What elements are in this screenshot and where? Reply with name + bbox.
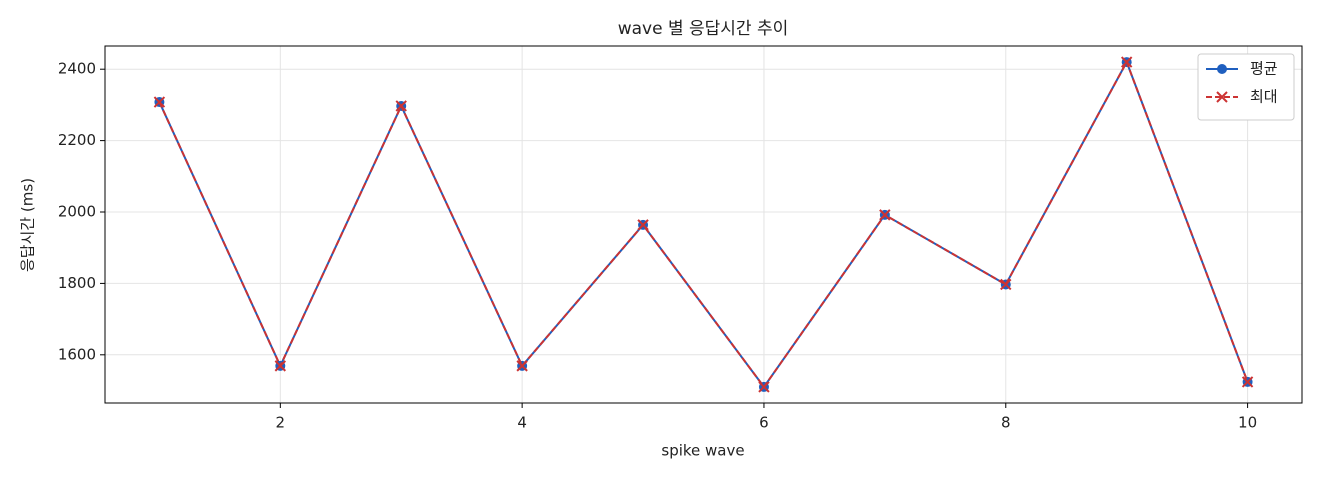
point-marker bbox=[1120, 56, 1133, 68]
plot-frame bbox=[104, 45, 1303, 404]
marker-stroke bbox=[1241, 376, 1254, 388]
marker-stroke bbox=[758, 381, 770, 393]
series-line bbox=[158, 59, 1249, 389]
x-axis-label: spike wave bbox=[661, 442, 744, 460]
point-marker bbox=[395, 100, 407, 112]
legend-label: 평균 bbox=[1250, 60, 1278, 78]
marker-stroke bbox=[516, 360, 528, 372]
marker-stroke bbox=[274, 360, 287, 372]
y-tick-label: 2400 bbox=[58, 60, 96, 78]
y-tick-label: 1600 bbox=[58, 345, 96, 363]
point-marker bbox=[1000, 278, 1012, 291]
point-marker bbox=[1241, 376, 1254, 388]
y-tick-label: 1800 bbox=[58, 274, 96, 292]
y-tick-label: 2000 bbox=[58, 203, 96, 221]
point-marker bbox=[637, 219, 649, 231]
legend-box bbox=[1197, 53, 1295, 121]
x-tick-label: 2 bbox=[276, 414, 286, 432]
chart-title: wave 별 응답시간 추이 bbox=[618, 19, 789, 39]
point-marker bbox=[758, 381, 770, 393]
point-marker bbox=[274, 360, 287, 372]
legend-label: 최대 bbox=[1250, 88, 1278, 106]
y-axis-label: 응답시간 (ms) bbox=[19, 178, 37, 272]
point-marker bbox=[153, 96, 166, 108]
x-tick-label: 4 bbox=[517, 414, 527, 432]
legend-marker bbox=[1216, 91, 1228, 103]
x-tick-label: 10 bbox=[1238, 414, 1257, 432]
x-tick-label: 8 bbox=[1001, 414, 1011, 432]
point-marker bbox=[516, 360, 528, 372]
marker-stroke bbox=[1120, 56, 1133, 68]
marker-stroke bbox=[879, 209, 891, 221]
marker-stroke bbox=[637, 219, 649, 231]
marker-stroke bbox=[153, 96, 166, 108]
y-tick-label: 2200 bbox=[58, 131, 96, 149]
legend-marker bbox=[1217, 64, 1227, 74]
marker-stroke bbox=[395, 100, 407, 112]
point-marker bbox=[879, 209, 891, 221]
x-tick-label: 6 bbox=[759, 414, 769, 432]
series-line bbox=[158, 59, 1249, 389]
marker-stroke bbox=[1000, 278, 1012, 291]
